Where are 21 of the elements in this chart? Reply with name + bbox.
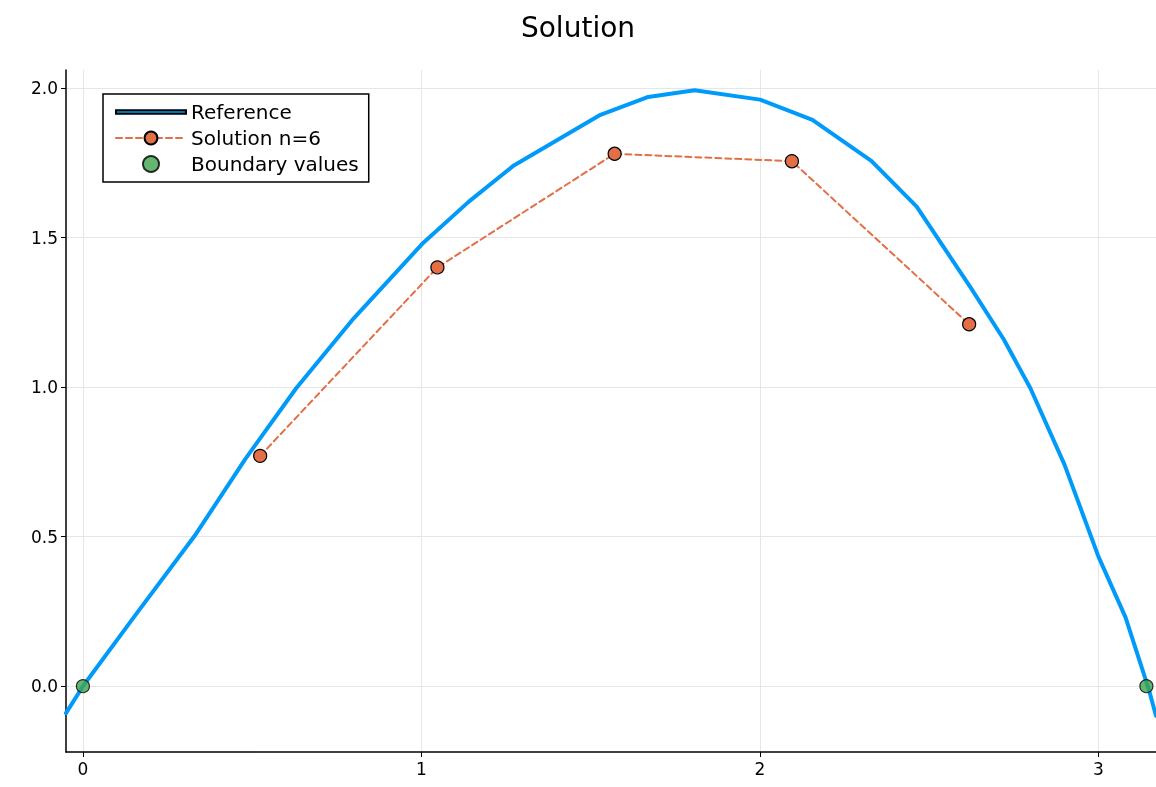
x-tick-label: 0 xyxy=(77,758,89,779)
y-tick-label: 1.0 xyxy=(30,377,58,398)
x-tick-label: 2 xyxy=(754,758,766,779)
point xyxy=(607,146,622,161)
point xyxy=(1139,679,1154,694)
y-tick-label: 2.0 xyxy=(30,77,58,98)
chart-title: Solution xyxy=(520,10,636,44)
point xyxy=(430,260,445,275)
legend-label: Solution n=6 xyxy=(191,126,321,150)
y-tick-label: 0.0 xyxy=(30,676,58,697)
line-series xyxy=(64,88,1156,718)
legend-label: Reference xyxy=(191,100,292,124)
point xyxy=(253,448,268,463)
y-tick-label: 0.5 xyxy=(30,526,58,547)
x-tick-label: 1 xyxy=(416,758,427,779)
x-tick-label: 3 xyxy=(1093,758,1104,779)
point xyxy=(962,317,977,332)
point xyxy=(75,679,91,694)
point xyxy=(784,154,799,169)
legend-label: Boundary values xyxy=(191,152,359,176)
y-tick-label: 1.5 xyxy=(30,227,58,248)
